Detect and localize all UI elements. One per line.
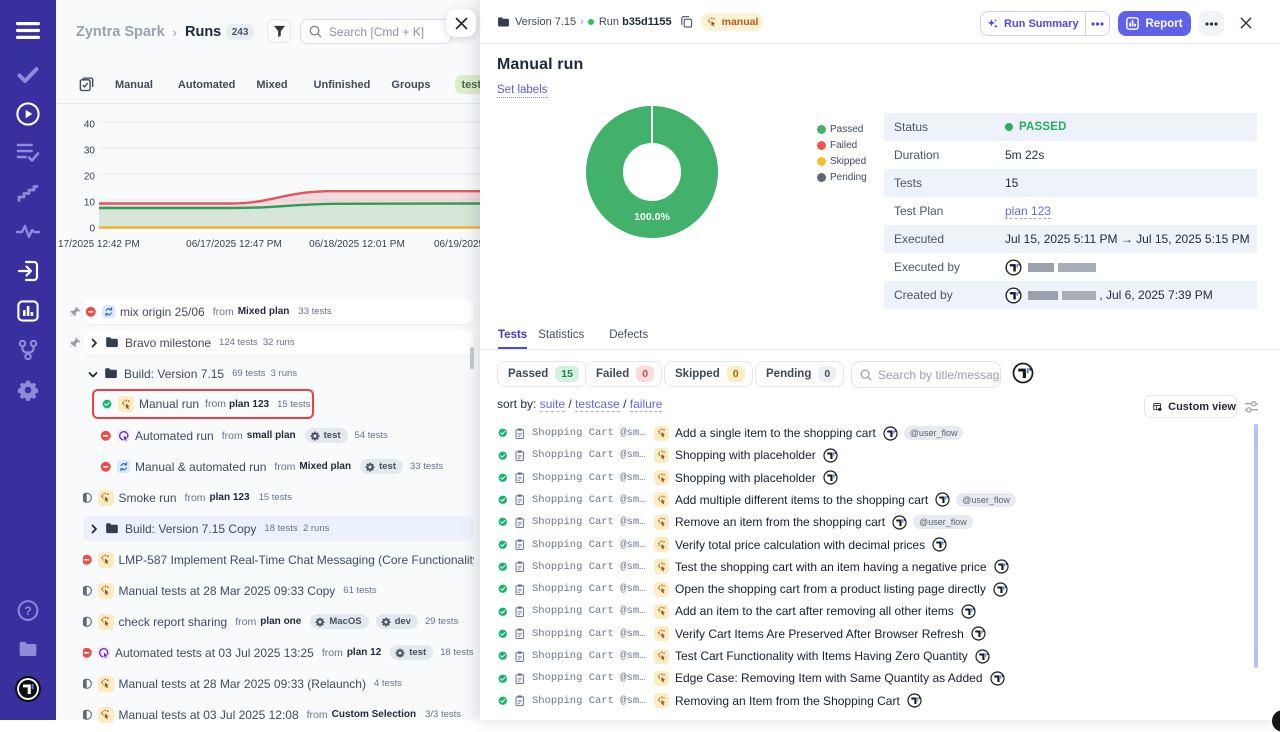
svg-text:06/17/2025 12:47 PM: 06/17/2025 12:47 PM [186,239,282,250]
svg-text:20: 20 [84,172,96,183]
svg-text:?: ? [24,604,31,618]
svg-text:10: 10 [84,198,96,209]
svg-text:100.0%: 100.0% [634,211,670,223]
svg-text:06/18/2025 12:01 PM: 06/18/2025 12:01 PM [309,239,405,250]
svg-text:17/2025 12:42 PM: 17/2025 12:42 PM [58,239,140,250]
svg-text:30: 30 [84,146,96,157]
svg-text:40: 40 [84,120,96,131]
svg-text:0: 0 [89,224,95,235]
svg-text:06/19/2025: 06/19/2025 [434,239,480,250]
